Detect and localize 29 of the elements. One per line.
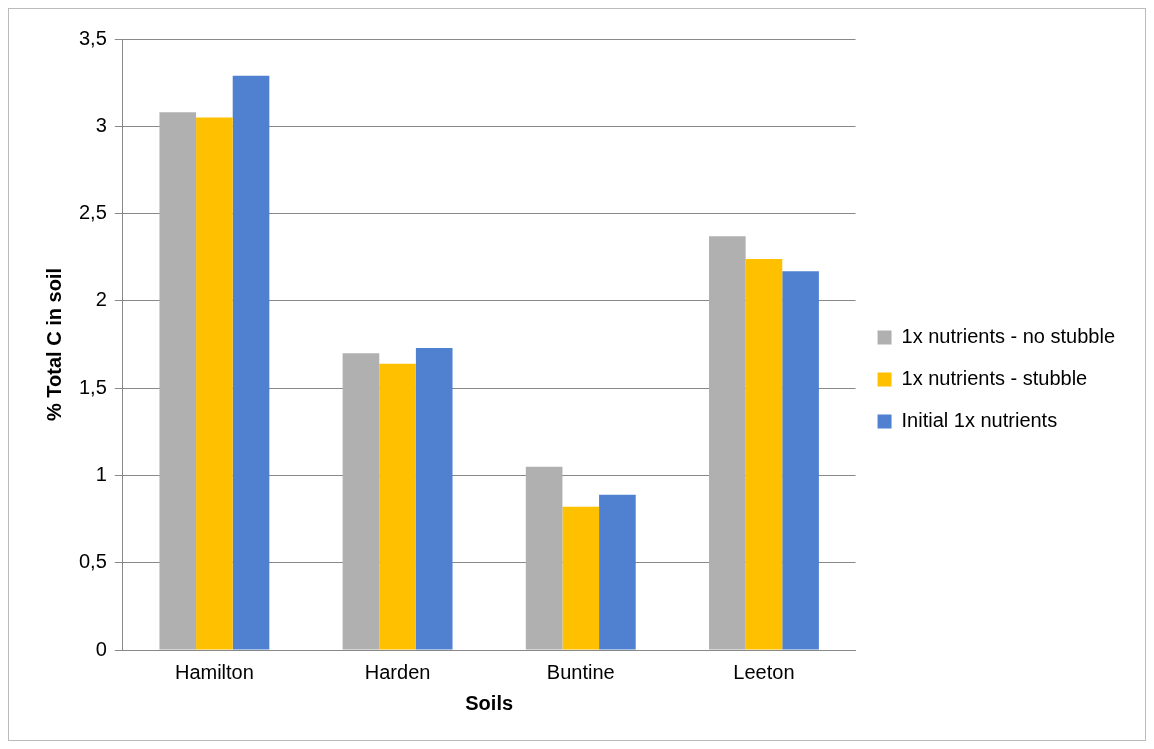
- bar: [782, 271, 819, 650]
- x-tick-label: Hamilton: [174, 660, 254, 683]
- bar: [525, 466, 563, 650]
- bar: [415, 347, 453, 650]
- x-axis-title: Soils: [465, 691, 514, 714]
- y-tick-label: 2,5: [78, 201, 107, 224]
- y-tick-label: 2: [95, 288, 107, 311]
- y-tick-label: 1: [95, 462, 107, 485]
- y-axis-title: % Total C in soil: [42, 268, 65, 421]
- bar: [745, 258, 783, 650]
- x-tick-label: Harden: [364, 660, 431, 683]
- y-tick-label: 3: [95, 113, 107, 136]
- bar: [709, 236, 746, 650]
- legend-label: 1x nutrients - no stubble: [901, 325, 1116, 348]
- y-tick-label: 0,5: [78, 550, 107, 573]
- bar: [379, 363, 416, 650]
- x-tick-label: Leeton: [733, 660, 795, 683]
- y-tick-label: 0: [95, 637, 107, 660]
- x-tick-label: Buntine: [546, 660, 615, 683]
- y-tick-label: 1,5: [78, 375, 107, 398]
- bar: [232, 75, 270, 650]
- bar: [196, 117, 233, 650]
- bar: [159, 112, 197, 650]
- bar: [342, 353, 380, 650]
- legend-label: 1x nutrients - stubble: [901, 367, 1088, 390]
- bar: [562, 506, 600, 650]
- legend-label: Initial 1x nutrients: [901, 409, 1058, 432]
- bar: [599, 494, 636, 650]
- y-tick-label: 3,5: [78, 26, 107, 49]
